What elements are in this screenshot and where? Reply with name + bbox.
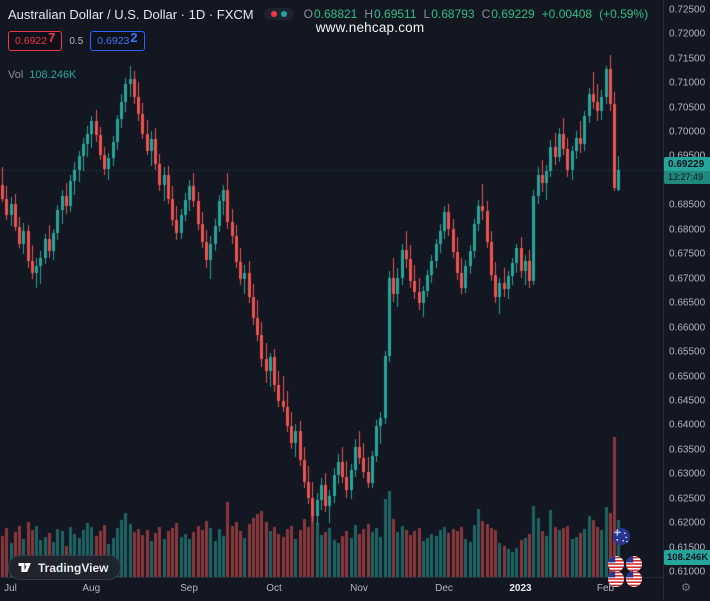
price-axis-label: 0.72000 xyxy=(664,29,710,40)
volume-axis-tag: 108.246K xyxy=(664,550,710,565)
time-axis-label: Oct xyxy=(266,583,282,594)
buy-price-pip: 2 xyxy=(130,30,137,45)
price-axis-label: 0.62500 xyxy=(664,493,710,504)
low-value: 0.68793 xyxy=(431,7,474,21)
chart-pane[interactable]: www.nehcap.com Australian Dollar / U.S. … xyxy=(0,0,663,577)
price-axis-label: 0.68500 xyxy=(664,200,710,211)
sell-price-pip: 7 xyxy=(48,30,55,45)
price-axis-label: 0.62000 xyxy=(664,518,710,529)
us-flag-icon[interactable] xyxy=(626,556,642,572)
current-price-tag: 0.69229 13:27:49 xyxy=(664,157,710,184)
volume-value: 108.246K xyxy=(29,69,76,81)
time-axis-label: Sep xyxy=(180,583,198,594)
tradingview-logo-text: TradingView xyxy=(38,561,108,575)
price-axis-label: 0.72500 xyxy=(664,4,710,15)
status-dot-green-icon xyxy=(281,11,287,17)
price-axis-label: 0.70000 xyxy=(664,127,710,138)
chart-legend: Australian Dollar / U.S. Dollar · 1D · F… xyxy=(8,4,648,81)
open-value: 0.68821 xyxy=(314,7,357,21)
price-axis-label: 0.71000 xyxy=(664,78,710,89)
price-axis-label: 0.68000 xyxy=(664,224,710,235)
close-label: C xyxy=(482,7,491,21)
price-axis[interactable]: 0.69229 13:27:49 108.246K 0.72500 0.72000… xyxy=(663,0,710,600)
tradingview-logo-button[interactable]: TradingView xyxy=(8,555,121,580)
symbol-title[interactable]: Australian Dollar / U.S. Dollar · 1D · F… xyxy=(8,7,254,22)
time-axis[interactable]: JulAugSepOctNovDec2023Feb21 xyxy=(0,577,710,601)
us-flag-icon[interactable] xyxy=(626,571,642,587)
price-axis-label: 0.63500 xyxy=(664,444,710,455)
spread-value: 0.5 xyxy=(69,36,83,47)
au-flag-icon[interactable] xyxy=(613,528,630,545)
price-axis-label: 0.67500 xyxy=(664,249,710,260)
time-axis-label: Aug xyxy=(82,583,100,594)
tradingview-logo-icon xyxy=(17,560,32,575)
open-label: O xyxy=(304,7,313,21)
buy-button[interactable]: 0.69232 xyxy=(90,31,144,51)
sell-button[interactable]: 0.69227 xyxy=(8,31,62,51)
buy-price: 0.6923 xyxy=(97,35,129,47)
price-axis-label: 0.64000 xyxy=(664,420,710,431)
sell-price: 0.6922 xyxy=(15,35,47,47)
high-label: H xyxy=(364,7,373,21)
volume-legend: Vol 108.246K xyxy=(8,69,648,81)
price-axis-label: 0.63000 xyxy=(664,469,710,480)
ohlc-values: O0.68821 H0.69511 L0.68793 C0.69229 +0.0… xyxy=(304,7,648,21)
price-axis-label: 0.66000 xyxy=(664,322,710,333)
us-flag-icon[interactable] xyxy=(608,556,624,572)
time-axis-label: 2023 xyxy=(509,583,531,594)
candlestick-chart-canvas[interactable] xyxy=(0,0,663,577)
high-value: 0.69511 xyxy=(374,7,417,21)
price-axis-label: 0.61000 xyxy=(664,567,710,578)
change-percent: (+0.59%) xyxy=(599,7,648,21)
price-axis-label: 0.67000 xyxy=(664,273,710,284)
market-status-pill[interactable] xyxy=(264,8,294,20)
change-value: +0.00408 xyxy=(542,7,592,21)
close-value: 0.69229 xyxy=(491,7,534,21)
low-label: L xyxy=(424,7,431,21)
time-axis-label: Dec xyxy=(435,583,453,594)
time-axis-label: Nov xyxy=(350,583,368,594)
price-axis-label: 0.71500 xyxy=(664,53,710,64)
current-price-value: 0.69229 xyxy=(664,157,710,171)
bar-countdown: 13:27:49 xyxy=(664,171,710,184)
status-dot-red-icon xyxy=(271,11,277,17)
price-axis-label: 0.65500 xyxy=(664,347,710,358)
time-axis-label: Jul xyxy=(4,583,17,594)
price-axis-label: 0.65000 xyxy=(664,371,710,382)
gear-icon[interactable]: ⚙ xyxy=(681,581,691,594)
volume-label: Vol xyxy=(8,69,23,81)
price-axis-label: 0.70500 xyxy=(664,102,710,113)
price-axis-label: 0.66500 xyxy=(664,298,710,309)
us-flag-icon[interactable] xyxy=(608,571,624,587)
price-axis-label: 0.64500 xyxy=(664,395,710,406)
